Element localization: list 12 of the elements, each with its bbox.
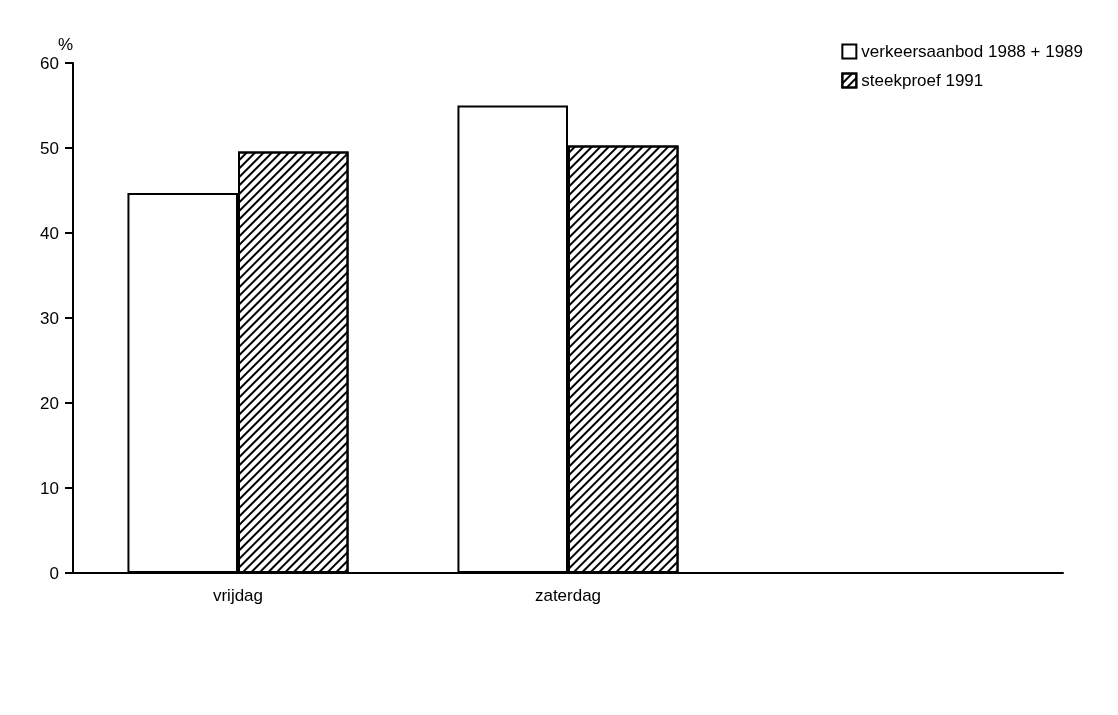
legend-label: steekproef 1991 xyxy=(861,71,984,90)
y-axis-title: % xyxy=(57,35,73,54)
y-tick-label: 10 xyxy=(40,478,59,498)
y-tick-label: 40 xyxy=(40,223,59,243)
legend-label: verkeersaanbod 1988 + 1989 xyxy=(861,42,1084,61)
y-tick-label: 20 xyxy=(40,393,59,413)
y-tick-label: 60 xyxy=(40,53,59,73)
y-tick-label: 50 xyxy=(40,138,59,158)
y-tick-label: 30 xyxy=(40,308,59,328)
y-tick-label: 0 xyxy=(49,563,59,583)
x-tick-label: zaterdag xyxy=(534,586,602,605)
x-tick-label: vrijdag xyxy=(212,586,264,605)
